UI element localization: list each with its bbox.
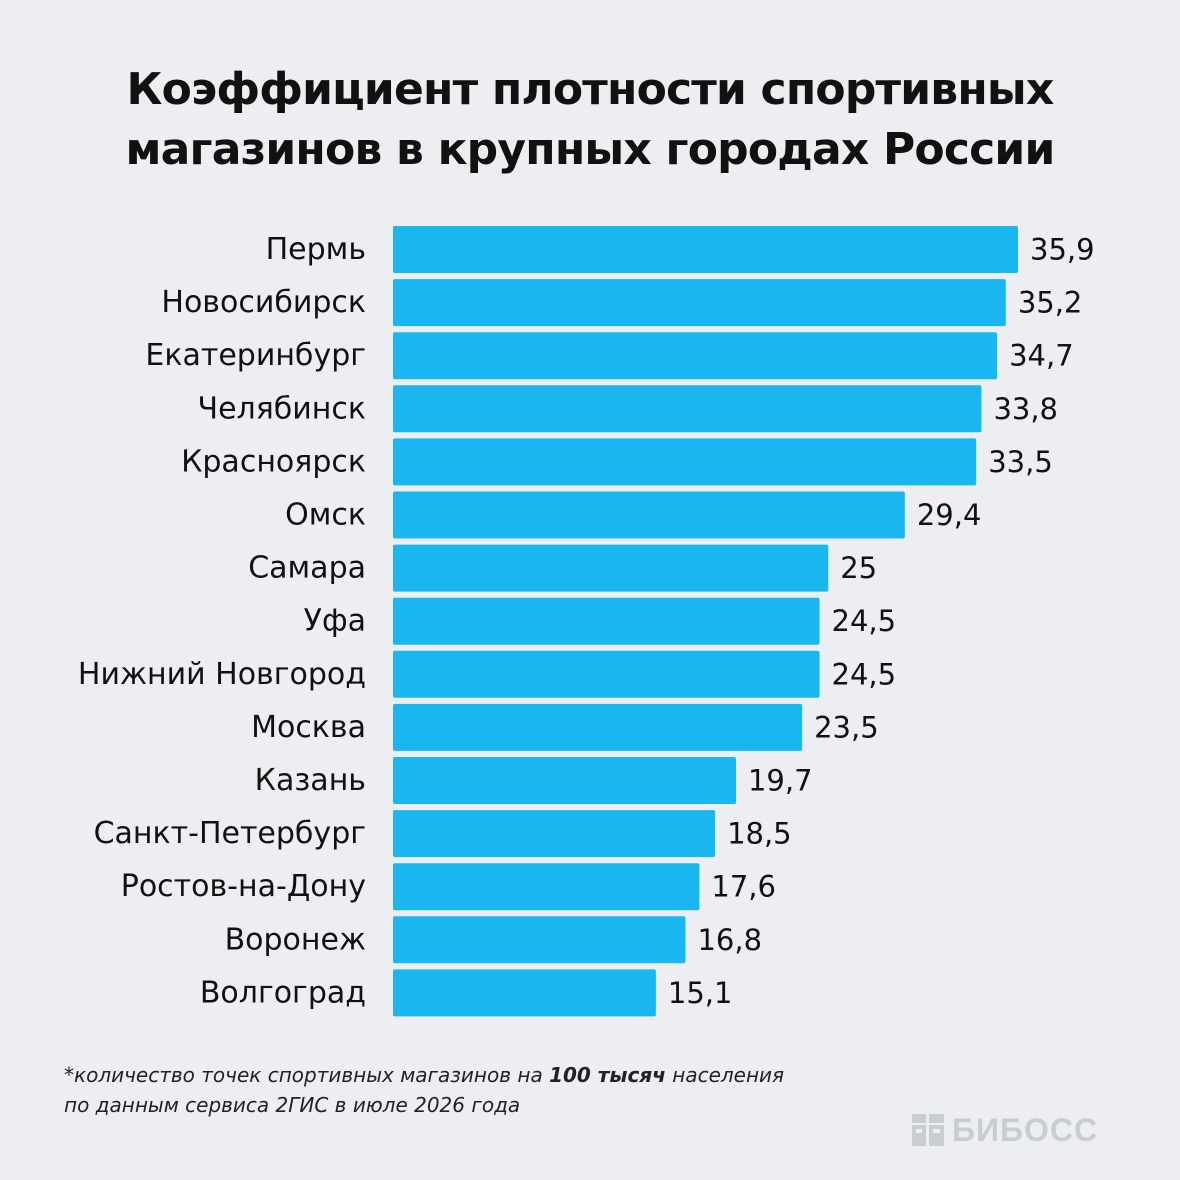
bar <box>393 332 998 380</box>
bar-row: Екатеринбург 34,7 <box>145 332 1074 380</box>
bar-row: Уфа 24,5 <box>304 597 897 645</box>
value-label: 15,1 <box>668 976 733 1010</box>
bar <box>393 438 977 486</box>
category-label: Пермь <box>266 232 366 267</box>
category-label: Казань <box>255 763 366 798</box>
category-label: Волгоград <box>200 975 366 1010</box>
chart-title-line-1: Коэффициент плотности спортивных <box>126 64 1055 115</box>
value-label: 25 <box>840 551 877 585</box>
footnote-line-1: *количество точек спортивных магазинов н… <box>64 1060 784 1090</box>
bar <box>393 916 686 964</box>
bar-row: Пермь 35,9 <box>266 226 1095 273</box>
footnote: *количество точек спортивных магазинов н… <box>64 1060 784 1120</box>
bar-row: Воронеж 16,8 <box>225 916 762 964</box>
chart-title: Коэффициент плотности спортивных магазин… <box>40 60 1140 180</box>
value-label: 19,7 <box>748 764 813 798</box>
category-label: Екатеринбург <box>145 338 366 373</box>
bar-row: Волгоград 15,1 <box>200 969 733 1017</box>
bar <box>393 544 829 592</box>
category-label: Новосибирск <box>161 285 366 320</box>
footnote-bold-value: 100 тысяч <box>549 1063 666 1087</box>
bar-row: Ростов-на-Дону 17,6 <box>121 863 776 911</box>
brand-name: БИБОСС <box>952 1112 1099 1148</box>
bar-row: Нижний Новгород 24,5 <box>78 650 897 698</box>
bar-row: Омск 29,4 <box>285 491 982 539</box>
category-label: Ростов-на-Дону <box>121 869 366 904</box>
bar <box>393 757 736 804</box>
value-label: 24,5 <box>832 657 897 691</box>
category-label: Санкт-Петербург <box>94 816 366 851</box>
category-label: Омск <box>285 498 366 533</box>
footnote-text-end: населения <box>665 1063 785 1087</box>
category-label: Уфа <box>304 604 366 639</box>
bar <box>393 703 803 751</box>
category-label: Воронеж <box>225 922 366 957</box>
bar <box>393 597 820 645</box>
bar-row: Москва 23,5 <box>251 703 879 751</box>
bar <box>393 279 1006 327</box>
bar-chart: Пермь 35,9 Новосибирск 35,2 Екатеринбург 34,7… <box>78 226 1095 1017</box>
category-label: Челябинск <box>198 391 366 426</box>
value-label: 17,6 <box>711 870 776 904</box>
footnote-text-start: *количество точек спортивных магазинов н… <box>64 1063 550 1087</box>
value-label: 33,8 <box>993 392 1058 426</box>
value-label: 33,5 <box>988 445 1053 479</box>
bar-row: Самара 25 <box>248 544 877 592</box>
bar-row: Челябинск 33,8 <box>198 385 1058 433</box>
category-label: Красноярск <box>181 444 366 479</box>
bar-row: Казань 19,7 <box>255 757 813 804</box>
value-label: 23,5 <box>814 710 879 744</box>
category-label: Москва <box>251 710 366 745</box>
bar <box>393 650 820 698</box>
value-label: 35,9 <box>1030 233 1095 267</box>
value-label: 24,5 <box>832 604 897 638</box>
value-label: 35,2 <box>1018 286 1083 320</box>
bb-logo-icon <box>912 1114 944 1146</box>
category-label: Самара <box>248 551 366 586</box>
bar <box>393 226 1018 273</box>
value-label: 29,4 <box>917 498 982 532</box>
value-label: 18,5 <box>727 817 792 851</box>
bar <box>393 969 656 1017</box>
bar <box>393 810 716 858</box>
bar <box>393 863 700 911</box>
bar-row: Новосибирск 35,2 <box>161 279 1083 327</box>
chart-title-line-2: магазинов в крупных городах России <box>125 124 1056 175</box>
bar <box>393 385 982 433</box>
footnote-line-2: по данным сервиса 2ГИС в июле 2026 года <box>64 1093 521 1117</box>
bar <box>393 491 905 539</box>
value-label: 16,8 <box>697 923 762 957</box>
category-label: Нижний Новгород <box>78 657 366 692</box>
brand-logo: БИБОСС <box>912 1110 1122 1150</box>
bar-row: Красноярск 33,5 <box>181 438 1053 486</box>
value-label: 34,7 <box>1009 339 1074 373</box>
bar-row: Санкт-Петербург 18,5 <box>94 810 792 858</box>
